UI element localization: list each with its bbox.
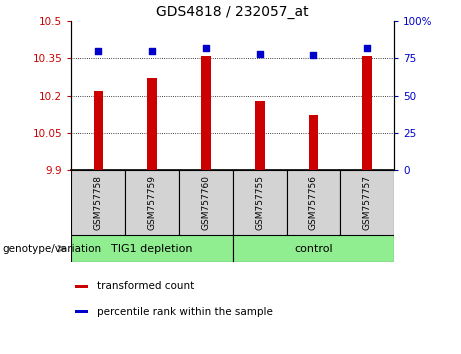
Bar [362, 56, 372, 170]
Bar [201, 56, 211, 170]
Text: GSM757759: GSM757759 [148, 175, 157, 230]
Text: GSM757755: GSM757755 [255, 175, 264, 230]
Point [256, 51, 263, 57]
Bar [340, 170, 394, 235]
Text: control: control [294, 244, 333, 254]
Bar [233, 235, 394, 262]
Point [310, 53, 317, 58]
Point [148, 48, 156, 54]
Text: GSM757757: GSM757757 [363, 175, 372, 230]
Text: GSM757756: GSM757756 [309, 175, 318, 230]
Title: GDS4818 / 232057_at: GDS4818 / 232057_at [156, 5, 309, 19]
Point [364, 45, 371, 51]
Bar [125, 170, 179, 235]
Point [202, 45, 210, 51]
Bar [179, 170, 233, 235]
Bar [75, 310, 88, 313]
Bar [233, 170, 287, 235]
Text: transformed count: transformed count [97, 281, 195, 291]
Point [95, 48, 102, 54]
Text: percentile rank within the sample: percentile rank within the sample [97, 307, 273, 316]
Bar [71, 170, 125, 235]
Bar [255, 101, 265, 170]
Text: TIG1 depletion: TIG1 depletion [112, 244, 193, 254]
Bar [287, 170, 340, 235]
Bar [94, 91, 103, 170]
Text: genotype/variation: genotype/variation [2, 244, 101, 254]
Bar [148, 78, 157, 170]
Bar [75, 285, 88, 288]
Bar [71, 235, 233, 262]
Bar [309, 115, 318, 170]
Text: GSM757758: GSM757758 [94, 175, 103, 230]
Text: GSM757760: GSM757760 [201, 175, 210, 230]
